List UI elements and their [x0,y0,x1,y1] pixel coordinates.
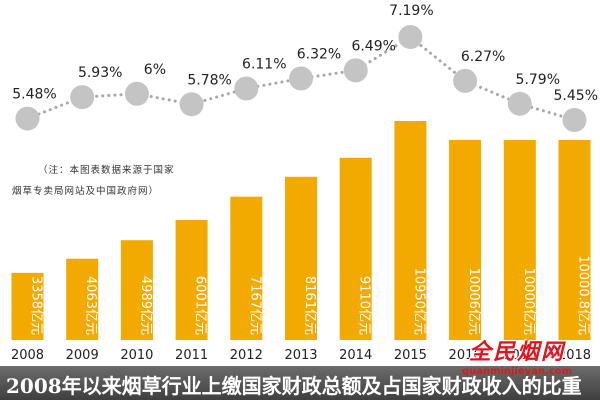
marker-2016 [453,68,478,93]
bar-2008 [11,272,44,340]
x-tick-2013: 2013 [284,348,317,363]
marker-2018 [562,108,587,132]
marker-2015 [398,25,423,49]
x-tick-2008: 2008 [11,348,44,363]
bar-label-2010: 4989亿元 [138,276,153,335]
bar-2013 [285,176,317,340]
bar-label-2009: 4063亿元 [83,276,98,335]
marker-2009 [70,85,95,110]
percent-label-2008: 5.48% [12,87,56,103]
x-tick-2009: 2009 [66,348,99,363]
percent-label-2017: 5.79% [516,72,560,88]
marker-2012 [234,76,259,101]
bar-2015 [394,121,427,340]
bar-label-2016: 10006亿元 [466,268,481,335]
bar-label-2012: 7167亿元 [247,276,262,335]
bar-2011 [175,219,208,340]
watermark-url: quanminjieyan.com [461,366,573,377]
percent-markers [15,25,587,132]
bar-2018 [558,139,591,340]
x-tick-2010: 2010 [120,348,153,363]
bar-label-2008: 3358亿元 [29,276,44,335]
x-tick-2018: 2018 [558,348,591,363]
marker-2010 [124,81,149,106]
watermark-name: 全民烟网 [468,340,565,365]
percent-label-2013: 6.32% [297,47,341,63]
source-note: （注：本图表数据来源于国家 烟草专卖局网站及中国政府网） [12,160,252,202]
watermark: 全民烟网 quanminjieyan.com [442,340,592,378]
bar-label-2017: 10000亿元 [521,268,536,335]
x-tick-2014: 2014 [339,348,372,363]
bar-2014 [339,157,372,340]
bar-2012 [230,196,263,340]
bar-2009 [66,258,99,340]
source-note-line-2: 烟草专卖局网站及中国政府网） [12,186,160,197]
percent-labels: 5.48% 5.93% 6% 5.78% 6.11% 6.32% 6.49% 7.19% 6.2… [12,3,598,104]
marker-2011 [179,92,204,117]
bar-2017 [503,140,536,340]
percent-label-2011: 5.78% [187,72,231,88]
bar-label-2018: 10000.8亿元 [576,255,591,335]
bar-label-2011: 6001亿元 [193,276,208,335]
x-tick-2016: 2016 [449,348,482,363]
percent-label-2012: 6.11% [242,57,286,73]
marker-2008 [15,106,40,131]
x-tick-2011: 2011 [175,348,208,363]
bar-2016 [449,139,482,340]
x-tick-2017: 2017 [503,348,536,363]
percent-label-2015: 7.19% [389,3,433,19]
marker-2013 [289,66,313,91]
x-axis-ticks: 2008 2009 2010 2011 2012 2013 2014 2015 2016 2017… [11,348,591,363]
percent-label-2009: 5.93% [78,65,122,81]
bar-series [11,121,591,340]
percent-label-2010: 6% [144,62,166,78]
bar-label-2013: 8161亿元 [302,276,317,335]
bar-2010 [120,240,153,340]
marker-2014 [343,58,368,83]
bar-label-2015: 10950亿元 [411,268,426,335]
bar-label-2014: 9110亿元 [357,276,372,335]
percent-label-2014: 6.49% [351,38,395,54]
title-banner: 2008年以来烟草行业上缴国家财政总额及占国家财政收入的比重 [0,366,600,400]
marker-2017 [507,91,532,116]
x-tick-2015: 2015 [394,348,427,363]
x-tick-2012: 2012 [230,348,263,363]
percent-label-2018: 5.45% [554,88,598,104]
chart-title: 2008年以来烟草行业上缴国家财政总额及占国家财政收入的比重 [6,374,582,398]
bar-value-labels: 3358亿元 4063亿元 4989亿元 6001亿元 7167亿元 8161亿元 9110… [29,255,591,335]
percent-label-2016: 6.27% [461,49,505,65]
source-note-line-1: （注：本图表数据来源于国家 [38,165,175,176]
